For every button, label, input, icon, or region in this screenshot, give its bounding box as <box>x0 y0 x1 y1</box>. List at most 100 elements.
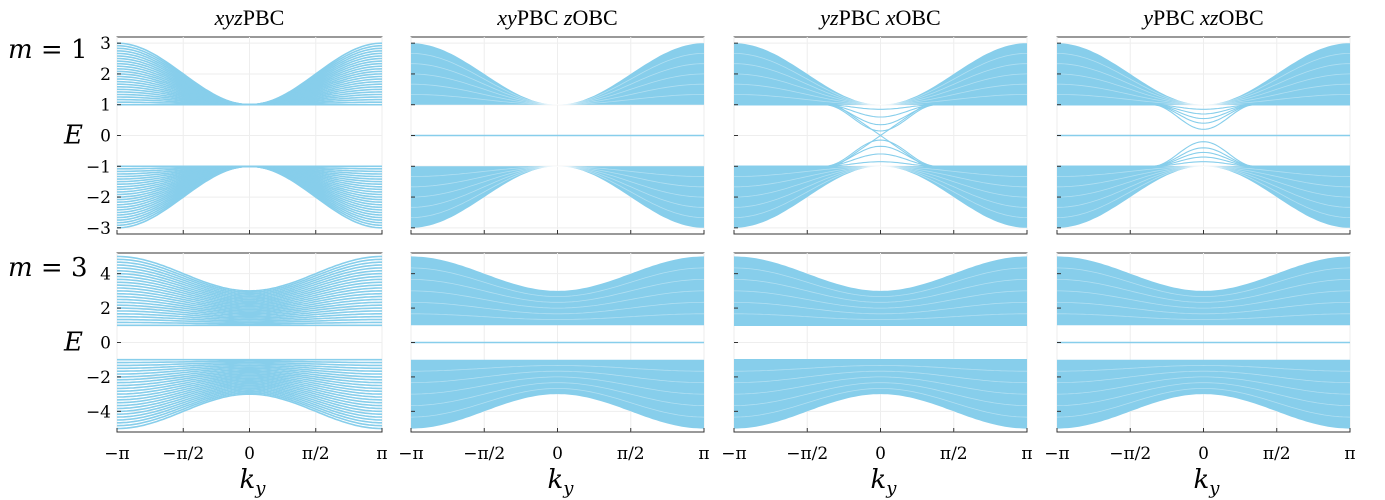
band-line <box>116 275 383 302</box>
row-label: m = 3 <box>8 253 88 283</box>
column-title: yzPBC xOBC <box>818 5 940 30</box>
band-line <box>117 380 382 404</box>
band-line <box>117 270 382 299</box>
in-gap-state <box>1057 161 1350 167</box>
upper-band <box>411 256 704 326</box>
x-tick-label: π/2 <box>1263 444 1291 464</box>
lower-band <box>734 359 1027 429</box>
band-streak <box>1057 165 1350 188</box>
band-streak <box>734 290 1027 309</box>
band-streak <box>411 94 704 106</box>
band-streak <box>734 279 1027 303</box>
band-streak <box>411 313 704 321</box>
band-streak <box>1056 267 1351 297</box>
band-streak <box>411 83 704 106</box>
y-tick-label: −2 <box>86 188 111 208</box>
band-streak <box>411 382 704 406</box>
band-streak <box>733 165 1028 198</box>
band-line <box>117 295 382 312</box>
band-streak <box>410 370 705 384</box>
y-tick-label: 2 <box>100 65 111 85</box>
x-tick-label: 0 <box>244 444 255 464</box>
x-tick-label: π <box>1021 444 1032 464</box>
band-streak <box>411 165 704 188</box>
band-line <box>117 361 382 367</box>
y-tick-label: 4 <box>100 265 111 285</box>
band-streak <box>1057 279 1350 303</box>
column-titles: xyzPBC xyPBC zOBC yzPBC xOBC yPBC xzOBC <box>214 5 1264 30</box>
x-tick-label: π/2 <box>302 444 330 464</box>
in-gap-state <box>1057 104 1350 110</box>
band-line <box>117 376 382 395</box>
band-line <box>116 258 383 294</box>
band-line <box>117 367 382 378</box>
band-streak <box>734 313 1027 321</box>
band-line <box>117 369 382 381</box>
band-line <box>117 318 382 324</box>
band-line <box>116 374 383 393</box>
band-streak <box>411 376 704 395</box>
band-line <box>116 370 383 384</box>
x-axis-labels: ky ky ky ky <box>240 465 1221 499</box>
band-line <box>117 298 382 314</box>
upper-band <box>1057 256 1350 326</box>
band-line <box>116 379 383 401</box>
x-tick-label: π <box>698 444 709 464</box>
band-streak <box>410 73 705 106</box>
y-tick-label: 0 <box>100 127 111 147</box>
band-line <box>116 165 383 229</box>
x-tick-label: −π/2 <box>1109 444 1151 464</box>
x-tick-label: π/2 <box>617 444 645 464</box>
x-tick-label: π <box>1344 444 1355 464</box>
row-labels: m = 1 Em = 3 E <box>8 35 88 358</box>
lower-band <box>734 166 1027 228</box>
band-streak <box>1057 290 1350 309</box>
band-line <box>116 393 383 430</box>
band-streak <box>734 382 1027 406</box>
y-axis-label: E <box>63 328 83 358</box>
band-streak <box>733 267 1028 297</box>
band-streak <box>410 388 705 418</box>
x-tick-label: π <box>376 444 387 464</box>
x-tick-label: −π <box>398 444 423 464</box>
band-streak <box>734 63 1027 106</box>
band-streak <box>410 301 705 315</box>
band-streak <box>411 165 704 208</box>
band-line <box>116 42 383 106</box>
band-streak <box>1057 382 1350 406</box>
band-streak <box>733 53 1028 106</box>
band-line <box>117 390 382 424</box>
band-line <box>117 364 382 372</box>
in-gap-state <box>734 161 1027 167</box>
y-tick-label: 2 <box>100 299 111 319</box>
x-tick-label: −π <box>721 444 746 464</box>
y-tick-label: 1 <box>100 96 111 116</box>
x-tick-label: π/2 <box>940 444 968 464</box>
band-line <box>117 384 382 413</box>
band-streak <box>411 279 704 303</box>
x-tick-label: −π/2 <box>786 444 828 464</box>
y-axis-label: E <box>63 121 83 151</box>
x-tick-label: −π/2 <box>162 444 204 464</box>
y-tick-label: 3 <box>100 34 111 54</box>
lower-band <box>411 359 704 429</box>
band-streak <box>1056 370 1351 384</box>
y-tick-label: −4 <box>86 402 111 422</box>
band-line <box>116 292 383 311</box>
lower-band <box>411 166 704 228</box>
band-streak <box>411 290 704 309</box>
band-streak <box>1057 165 1350 177</box>
band-streak <box>1057 313 1350 321</box>
band-streak <box>734 376 1027 395</box>
x-tick-label: 0 <box>552 444 563 464</box>
column-title: xyPBC zOBC <box>496 5 617 30</box>
column-title: xyzPBC <box>214 5 285 30</box>
band-line <box>117 307 382 318</box>
band-streak <box>733 388 1028 418</box>
band-line <box>117 321 382 325</box>
x-tick-label: −π <box>1044 444 1069 464</box>
band-streak <box>734 83 1027 106</box>
y-tick-label: 0 <box>100 334 111 354</box>
band-line <box>117 371 382 387</box>
